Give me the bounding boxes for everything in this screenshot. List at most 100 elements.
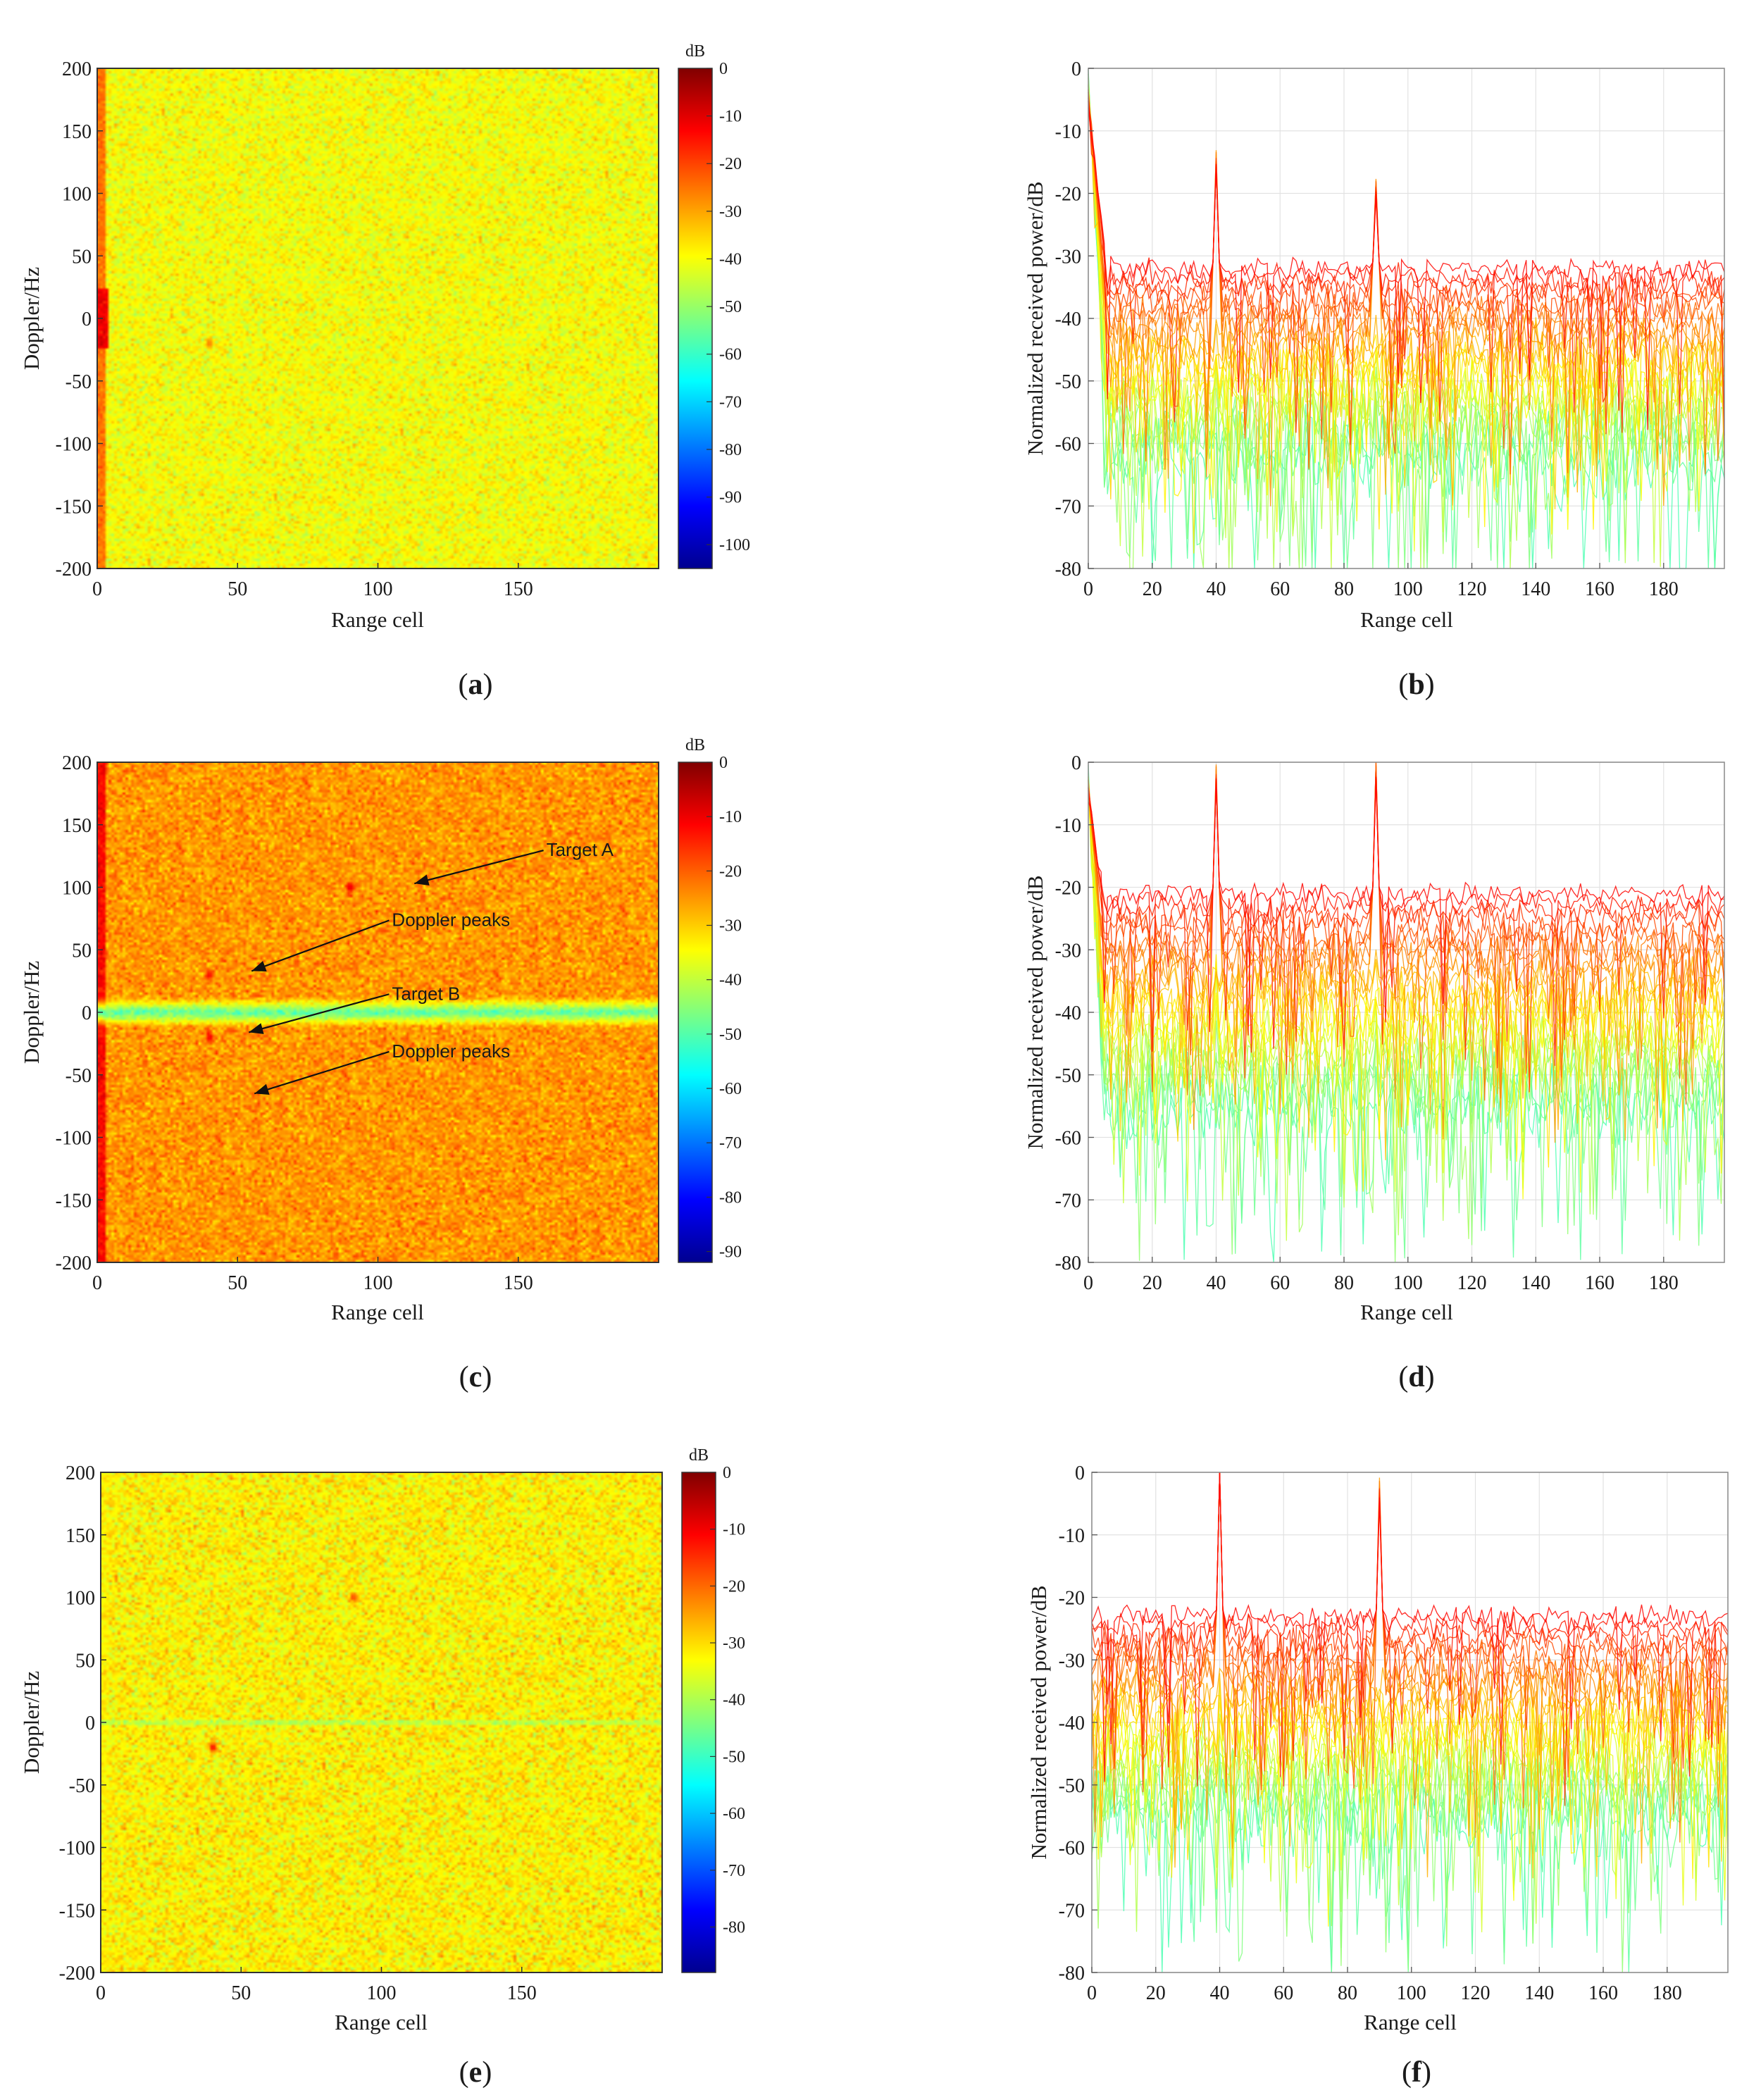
trace-b-23	[1088, 92, 1725, 436]
x-tick-label-d: 0	[1083, 1272, 1093, 1294]
y-tick-label-c: 150	[62, 815, 92, 837]
colorbar-c	[678, 762, 713, 1263]
x-tick-label-d: 40	[1207, 1272, 1226, 1294]
heatmap-image-a	[97, 68, 659, 569]
y-tick-label-c: -100	[56, 1128, 92, 1150]
heatmap-image-c	[97, 762, 659, 1262]
panel-d-line-chart: 0-10-20-30-40-50-60-70-800 20 40 60 80 100 120…	[1023, 752, 1725, 1324]
colorbar-tick-label-a: -40	[719, 250, 742, 268]
x-tick-label-e: 100	[367, 1982, 397, 2004]
colorbar-unit-e: dB	[689, 1446, 709, 1465]
x-tick-label-b: 40	[1207, 578, 1226, 600]
annotation-label-c-0: Target A	[547, 839, 614, 860]
annotation-arrow-c-2	[248, 993, 390, 1033]
panel-caption-e: (e)	[459, 2056, 492, 2089]
x-tick-label-f: 120	[1461, 1982, 1491, 2004]
trace-f-10	[1091, 1699, 1729, 1927]
heatmap-image-e	[101, 1472, 662, 1972]
x-axis-label-d: Range cell	[1360, 1300, 1453, 1324]
y-axis-label-c: Doppler/Hz	[19, 961, 44, 1064]
x-tick-label-b: 120	[1457, 578, 1487, 600]
x-tick-label-d: 100	[1393, 1272, 1423, 1294]
colorbar-tick-label-c: 0	[719, 754, 728, 772]
y-tick-label-b: -70	[1055, 496, 1081, 518]
y-tick-label-a: -150	[56, 496, 92, 518]
colorbar-tick-label-a: -70	[719, 393, 742, 411]
x-tick-label-f: 0	[1087, 1982, 1097, 2004]
colorbar-tick-label-a: -50	[719, 298, 742, 316]
y-tick-label-f: 0	[1075, 1462, 1085, 1484]
x-axis-label-e: Range cell	[335, 2010, 428, 2034]
y-tick-label-d: -80	[1055, 1253, 1081, 1274]
trace-d-12	[1088, 776, 1725, 1192]
y-tick-label-f: -30	[1059, 1650, 1085, 1672]
trace-f-11	[1091, 1682, 1729, 1880]
trace-d-11	[1088, 779, 1725, 1174]
series-traces-f	[1091, 1472, 1729, 1973]
y-tick-label-c: -200	[56, 1253, 92, 1274]
colorbar-tick-label-e: -20	[723, 1577, 745, 1596]
x-tick-label-f: 160	[1588, 1982, 1618, 2004]
x-tick-label-e: 0	[96, 1982, 106, 2004]
x-tick-label-d: 20	[1143, 1272, 1162, 1294]
y-tick-label-e: 50	[75, 1650, 95, 1672]
panel-caption-c: (c)	[459, 1361, 492, 1393]
series-traces-b	[1088, 69, 1725, 569]
y-tick-label-e: 150	[66, 1525, 95, 1547]
y-tick-label-b: -40	[1055, 309, 1081, 330]
annotation-label-c-1: Doppler peaks	[392, 909, 510, 931]
y-tick-label-e: -200	[59, 1963, 95, 1984]
x-tick-label-b: 0	[1083, 578, 1093, 600]
y-tick-label-b: -80	[1055, 559, 1081, 580]
trace-d-21	[1088, 771, 1725, 1093]
colorbar-a	[678, 68, 713, 569]
x-tick-label-b: 80	[1334, 578, 1354, 600]
trace-f-21	[1091, 1472, 1729, 1793]
y-tick-label-a: -100	[56, 434, 92, 456]
annotation-arrowhead-c-0	[414, 874, 430, 886]
panel-c-heatmap: Target A Doppler peaks Target B Doppler pea…	[19, 736, 742, 1324]
trace-f-17	[1091, 1472, 1729, 1838]
colorbar-e	[681, 1472, 716, 1973]
x-tick-label-d: 120	[1457, 1272, 1487, 1294]
annotation-arrow-c-3	[254, 1050, 390, 1095]
trace-b-17	[1088, 98, 1725, 507]
y-tick-label-c: -150	[56, 1190, 92, 1212]
x-tick-label-b: 160	[1585, 578, 1614, 600]
trace-b-12	[1088, 89, 1725, 554]
trace-d-24	[1088, 776, 1725, 1067]
trace-d-25	[1088, 776, 1725, 1036]
trace-f-16	[1091, 1472, 1729, 1849]
y-tick-label-e: -100	[59, 1838, 95, 1860]
colorbar-tick-label-a: 0	[719, 60, 728, 78]
y-tick-label-a: 0	[82, 309, 92, 330]
trace-b-22	[1088, 101, 1725, 435]
colorbar-tick-label-a: -20	[719, 155, 742, 173]
x-tick-label-e: 150	[507, 1982, 537, 2004]
x-tick-label-d: 80	[1334, 1272, 1354, 1294]
panel-f-line-chart: 0-10-20-30-40-50-60-70-800 20 40 60 80 100 120…	[1026, 1462, 1729, 2034]
y-tick-label-f: -80	[1059, 1963, 1085, 1984]
trace-b-25	[1088, 100, 1725, 430]
colorbar-tick-label-e: -40	[723, 1691, 745, 1710]
x-tick-label-b: 180	[1649, 578, 1679, 600]
x-tick-label-f: 20	[1146, 1982, 1166, 2004]
y-tick-label-e: -150	[59, 1900, 95, 1922]
colorbar-tick-label-c: -90	[719, 1243, 742, 1262]
x-tick-label-f: 140	[1524, 1982, 1554, 2004]
x-tick-label-d: 140	[1521, 1272, 1550, 1294]
x-tick-label-d: 160	[1585, 1272, 1614, 1294]
y-tick-label-c: 50	[72, 940, 92, 962]
y-tick-label-b: -50	[1055, 371, 1081, 393]
trace-b-3	[1088, 73, 1725, 569]
colorbar-tick-label-a: -60	[719, 346, 742, 364]
y-tick-label-f: -60	[1059, 1838, 1085, 1860]
x-tick-label-e: 50	[231, 1982, 251, 2004]
colorbar-tick-label-c: -10	[719, 808, 742, 826]
y-tick-label-b: 0	[1071, 58, 1081, 80]
y-tick-label-e: 100	[66, 1588, 95, 1610]
y-tick-label-c: 200	[62, 752, 92, 774]
colorbar-tick-label-e: -60	[723, 1805, 745, 1823]
y-tick-label-a: -50	[66, 371, 92, 393]
